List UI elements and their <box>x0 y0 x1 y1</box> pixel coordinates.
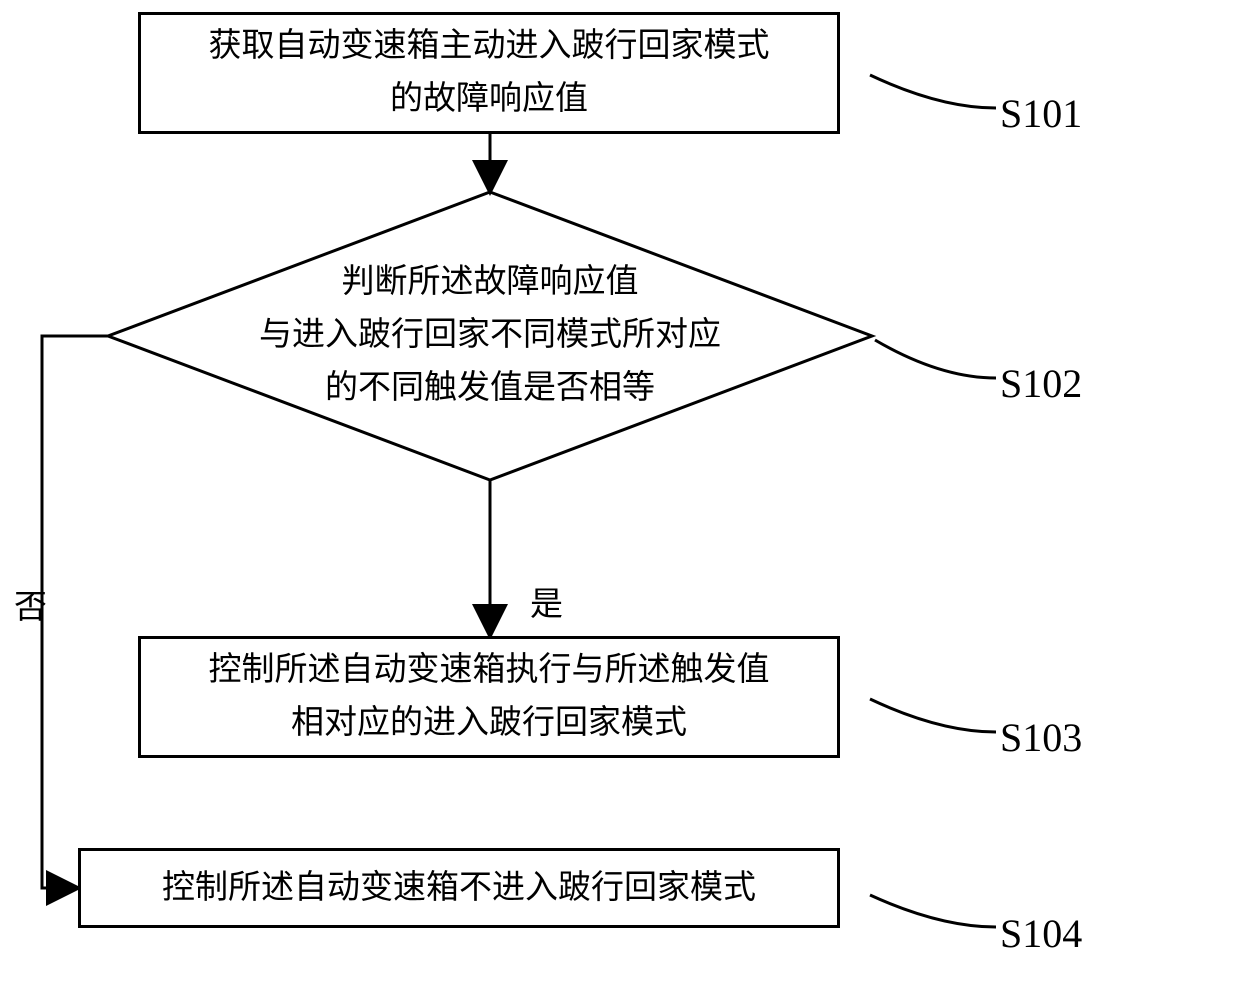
node-s101-line1: 获取自动变速箱主动进入跛行回家模式 <box>209 28 770 64</box>
leader-s101 <box>870 75 996 108</box>
node-s103-line1: 控制所述自动变速箱执行与所述触发值 <box>209 652 770 688</box>
node-s103-text: 控制所述自动变速箱执行与所述触发值 相对应的进入跛行回家模式 <box>209 644 770 750</box>
label-s101: S101 <box>1000 90 1082 137</box>
leader-s103 <box>870 699 996 732</box>
leader-s102 <box>875 340 996 378</box>
node-s102-line2: 与进入跛行回家不同模式所对应 <box>259 317 721 353</box>
edge-s102-s104 <box>42 336 108 888</box>
flowchart-canvas: 获取自动变速箱主动进入跛行回家模式 的故障响应值 判断所述故障响应值 与进入跛行… <box>0 0 1257 1001</box>
node-s103-line2: 相对应的进入跛行回家模式 <box>291 705 687 741</box>
node-s102-line3: 的不同触发值是否相等 <box>325 370 655 406</box>
node-s104-text: 控制所述自动变速箱不进入跛行回家模式 <box>162 862 756 915</box>
label-s102: S102 <box>1000 360 1082 407</box>
node-s101: 获取自动变速箱主动进入跛行回家模式 的故障响应值 <box>138 12 840 134</box>
leader-s104 <box>870 895 996 927</box>
edge-label-yes: 是 <box>530 577 563 625</box>
node-s101-text: 获取自动变速箱主动进入跛行回家模式 的故障响应值 <box>209 20 770 126</box>
node-s102-text: 判断所述故障响应值 与进入跛行回家不同模式所对应 的不同触发值是否相等 <box>205 256 775 414</box>
node-s103: 控制所述自动变速箱执行与所述触发值 相对应的进入跛行回家模式 <box>138 636 840 758</box>
node-s104: 控制所述自动变速箱不进入跛行回家模式 <box>78 848 840 928</box>
edge-label-no: 否 <box>14 580 47 628</box>
node-s104-line1: 控制所述自动变速箱不进入跛行回家模式 <box>162 870 756 906</box>
label-s104: S104 <box>1000 910 1082 957</box>
label-s103: S103 <box>1000 714 1082 761</box>
node-s101-line2: 的故障响应值 <box>390 81 588 117</box>
node-s102-line1: 判断所述故障响应值 <box>342 264 639 300</box>
